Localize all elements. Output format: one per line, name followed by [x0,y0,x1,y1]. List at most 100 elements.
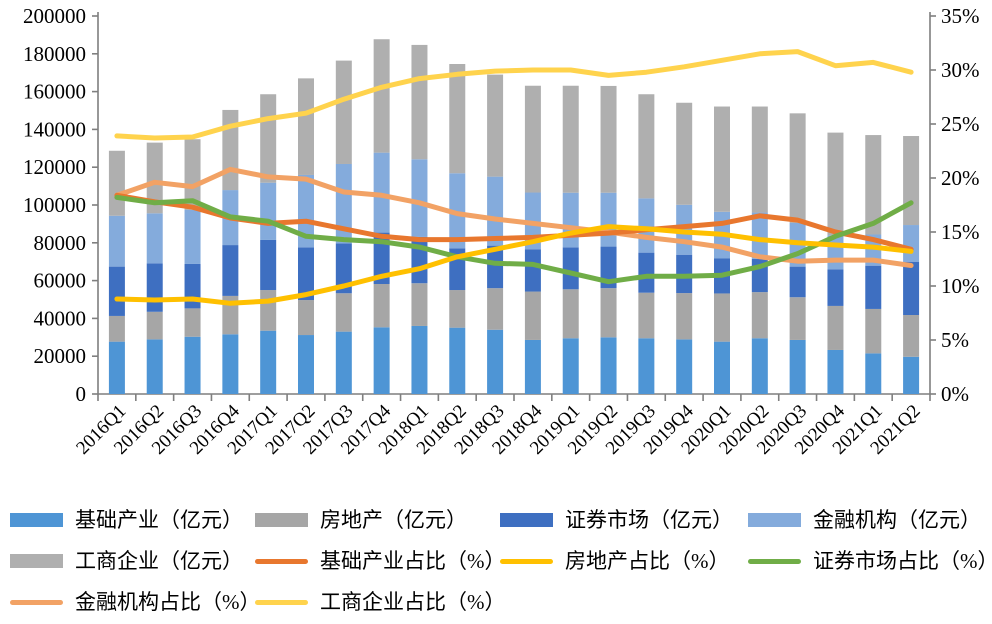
legend-swatch-bar [255,513,308,527]
bar-segment [298,174,314,248]
bar-segment [524,85,541,193]
bar-segment [298,335,314,394]
bar-segment [562,338,579,394]
bar-segment [600,337,617,394]
bar-segment [373,232,390,285]
bar-segment [600,192,617,247]
right-axis-tick-label: 0% [941,382,969,406]
bar-segment [298,247,314,301]
pct-line [114,194,914,285]
bar-segment [108,266,125,316]
bar-segment [108,341,125,394]
left-axis: 0 20000 40000 60000 80000 100000 120000 140000 1… [23,4,99,406]
legend-label: 房地产占比（%） [565,548,730,573]
legend-swatch-bar [10,554,63,568]
bar-segment [676,102,693,205]
right-axis-tick-label: 20% [941,166,980,190]
bar-segment [714,293,730,342]
chart-legend: 基础产业（亿元） 房地产（亿元） 证券市场（亿元） 金融机构（亿元） 工商企业（亿元） 基… [10,506,992,616]
bar-segment [487,176,504,246]
bar-segment [108,315,125,342]
bar-segment [373,284,390,328]
bar-segment [298,300,314,336]
bar-segment [827,132,844,236]
bar-segment [335,60,352,164]
bar-segment [411,159,428,237]
right-axis-tick-label: 5% [941,328,969,352]
bar-segment [411,44,428,160]
bar-segment [638,338,655,394]
bar-segment [638,198,655,253]
bar-segment [411,236,428,284]
bar-segment [751,212,768,259]
legend-item: 基础产业占比（%） [255,547,506,575]
right-axis: 0% 5% 10% 15% 20% 25% 30% 35% [929,4,980,406]
bar-segment [903,136,920,226]
bar-segment [146,213,163,264]
bar-segment [146,142,163,214]
bar-segment [146,311,163,340]
legend-item: 证券市场占比（%） [748,547,992,575]
left-axis-tick-label: 20000 [34,344,87,368]
bar-segment [676,293,693,340]
left-axis-tick-label: 160000 [23,80,86,104]
legend-item: 房地产（亿元） [255,506,500,534]
left-axis-tick-label: 200000 [23,4,86,28]
bar-segment [260,239,277,291]
legend-swatch-line [10,599,63,605]
bar-segment [335,163,352,244]
legend-label: 证券市场占比（%） [813,548,992,573]
bar-segment [373,327,390,394]
right-axis-tick-label: 25% [941,112,980,136]
bar-segment [638,252,655,293]
bar-segment [524,249,541,292]
legend-swatch-bar [500,513,553,527]
legend-label: 金融机构（亿元） [813,507,981,532]
left-axis-tick-label: 180000 [23,42,86,66]
legend-swatch-line [500,558,553,564]
legend-label: 基础产业占比（%） [320,548,506,573]
bar-segment [562,85,579,193]
legend-item: 房地产占比（%） [500,547,748,575]
right-axis-tick-label: 10% [941,274,980,298]
bar-segment [222,109,239,191]
bar-segment [562,247,579,290]
bar-segment [222,245,239,296]
legend-swatch-line [748,558,801,564]
bar-segment [373,39,390,153]
left-axis-tick-label: 0 [76,382,87,406]
bar-segment [751,338,768,394]
bar-segment [335,331,352,394]
legend-label: 工商企业占比（%） [320,589,506,614]
left-axis-tick-label: 120000 [23,155,86,179]
bar-segment [449,64,466,174]
bar-segment [865,265,882,309]
bar-segment [184,209,201,264]
bar-segment [827,269,844,306]
left-axis-tick-label: 140000 [23,117,86,141]
bar-segment [373,152,390,233]
bar-segment [638,292,655,339]
bar-segment [298,78,314,175]
bar-segment [487,245,504,289]
bar-segment [789,297,806,340]
left-axis-tick-label: 40000 [34,306,87,330]
bar-segment [260,330,277,394]
bar-segment [751,292,768,339]
bar-segment [260,94,277,183]
left-axis-tick-label: 60000 [34,269,87,293]
bar-segment [789,339,806,394]
bar-segment [260,290,277,331]
bar-segment [260,182,277,240]
legend-item: 证券市场（亿元） [500,506,748,534]
legend-item: 金融机构（亿元） [748,506,992,534]
bar-segment [524,339,541,394]
bar-segment [865,308,882,354]
legend-label: 基础产业（亿元） [75,507,243,532]
bar-segment [827,305,844,350]
pct-line [114,224,914,306]
legend-item: 工商企业（亿元） [10,547,255,575]
bar-segment [411,283,428,326]
bar-segment [411,325,428,394]
